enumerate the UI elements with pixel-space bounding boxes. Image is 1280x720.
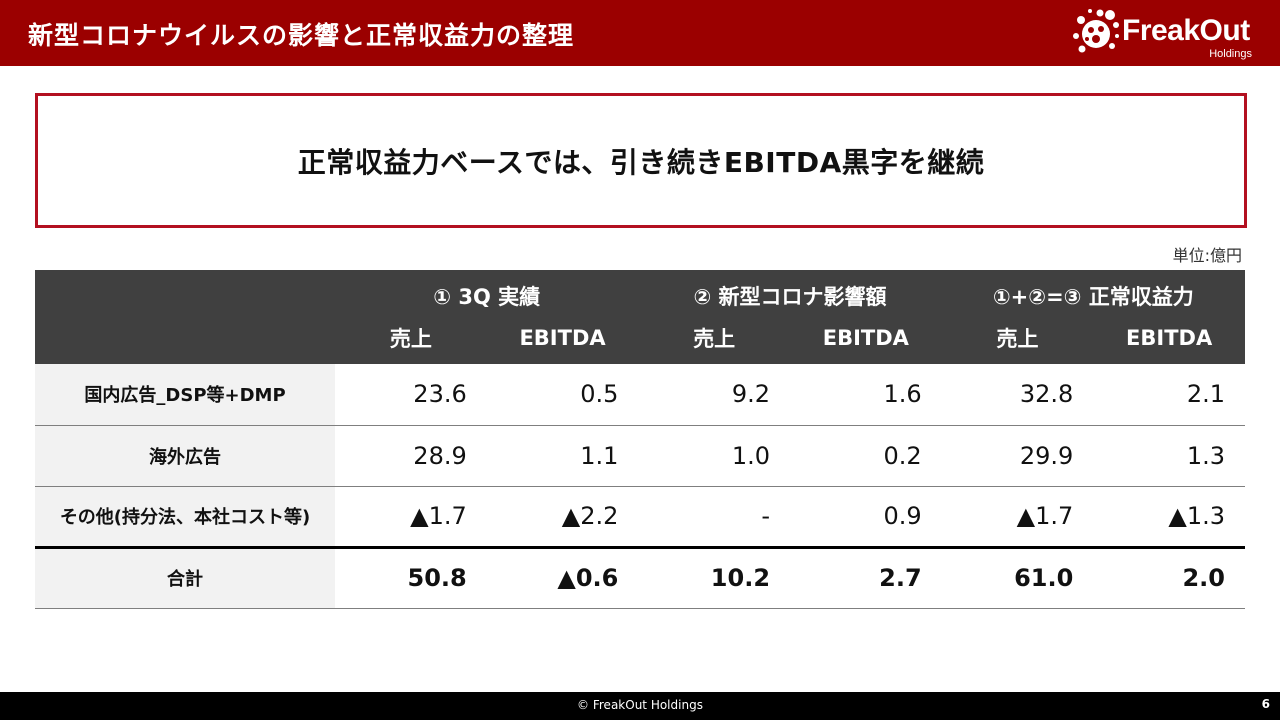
page-title: 新型コロナウイルスの影響と正常収益力の整理 xyxy=(28,21,575,50)
total-cell: 50.8 xyxy=(335,547,487,609)
table-row: 国内広告_DSP等+DMP 23.6 0.5 9.2 1.6 32.8 2.1 xyxy=(35,364,1245,426)
group-header: ①+②=③ 正常収益力 xyxy=(992,285,1194,309)
key-message: 正常収益力ベースでは、引き続きEBITDA黒字を継続 xyxy=(297,145,985,179)
total-cell: ▲0.6 xyxy=(486,547,639,609)
table-cell: 1.6 xyxy=(790,364,942,426)
footer-bar: © FreakOut Holdings 6 xyxy=(0,692,1280,720)
table-cell: 28.9 xyxy=(335,425,487,487)
company-logo: FreakOut Holdings xyxy=(1072,6,1262,62)
table-cell: 0.2 xyxy=(790,425,942,487)
column-header: EBITDA xyxy=(822,326,909,350)
table-subheader-row: 売上 EBITDA 売上 EBITDA 売上 EBITDA xyxy=(35,316,1245,364)
total-cell: 61.0 xyxy=(941,547,1094,609)
page-number: 6 xyxy=(1261,697,1270,711)
group-header: ① 3Q 実績 xyxy=(433,285,541,309)
table-row: その他(持分法、本社コスト等) ▲1.7 ▲2.2 - 0.9 ▲1.7 ▲1.… xyxy=(35,486,1245,549)
column-header: EBITDA xyxy=(519,326,606,350)
table-group-header-row: ① 3Q 実績 ② 新型コロナ影響額 ①+②=③ 正常収益力 xyxy=(35,270,1245,316)
table-cell: ▲1.3 xyxy=(1093,486,1245,549)
table-cell: - xyxy=(638,486,791,549)
corner-cell xyxy=(35,316,335,364)
total-cell: 10.2 xyxy=(638,547,791,609)
table-cell: 1.1 xyxy=(486,425,639,487)
table-cell: 0.5 xyxy=(486,364,639,426)
table-cell: ▲2.2 xyxy=(486,486,639,549)
row-label: 海外広告 xyxy=(35,425,336,487)
column-header: EBITDA xyxy=(1126,326,1213,350)
total-row: 合計 50.8 ▲0.6 10.2 2.7 61.0 2.0 xyxy=(35,547,1245,609)
table-cell: 9.2 xyxy=(638,364,791,426)
logo-subtitle: Holdings xyxy=(1209,48,1252,60)
table-cell: 2.1 xyxy=(1093,364,1245,426)
table-cell: 1.3 xyxy=(1093,425,1245,487)
splatter-bug-icon xyxy=(1073,9,1119,53)
logo-name: FreakOut xyxy=(1122,14,1250,47)
table-cell: 29.9 xyxy=(941,425,1094,487)
column-header: 売上 xyxy=(389,327,432,351)
group-header: ② 新型コロナ影響額 xyxy=(693,285,887,309)
total-label: 合計 xyxy=(35,547,336,609)
header-bar: 新型コロナウイルスの影響と正常収益力の整理 xyxy=(0,0,1280,66)
total-cell: 2.0 xyxy=(1093,547,1245,609)
key-message-box: 正常収益力ベースでは、引き続きEBITDA黒字を継続 xyxy=(35,93,1247,228)
table-cell: 1.0 xyxy=(638,425,791,487)
row-label: 国内広告_DSP等+DMP xyxy=(35,364,336,426)
table-row: 海外広告 28.9 1.1 1.0 0.2 29.9 1.3 xyxy=(35,425,1245,487)
table-cell: ▲1.7 xyxy=(941,486,1094,549)
total-cell: 2.7 xyxy=(790,547,942,609)
unit-label: 単位:億円 xyxy=(1172,246,1242,265)
corner-cell xyxy=(35,270,335,316)
earnings-table: ① 3Q 実績 ② 新型コロナ影響額 ①+②=③ 正常収益力 売上 EBITDA… xyxy=(35,270,1245,609)
table-cell: 0.9 xyxy=(790,486,942,549)
table-cell: 23.6 xyxy=(335,364,487,426)
row-label: その他(持分法、本社コスト等) xyxy=(35,486,336,549)
copyright: © FreakOut Holdings xyxy=(577,698,703,712)
column-header: 売上 xyxy=(996,327,1039,351)
column-header: 売上 xyxy=(693,327,736,351)
table-cell: 32.8 xyxy=(941,364,1094,426)
table-cell: ▲1.7 xyxy=(335,486,487,549)
